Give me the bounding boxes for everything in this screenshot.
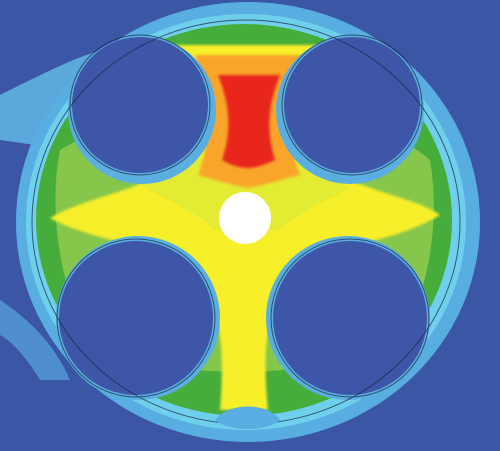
bottom-notch (215, 406, 280, 429)
center-hole (219, 192, 271, 244)
left-lower-tongue (0, 300, 70, 380)
hole-top-right (276, 36, 424, 184)
hole-bottom-left (56, 236, 220, 400)
hole-top-left (68, 36, 216, 184)
hole-bottom-right (266, 236, 430, 400)
red-hot-region (218, 75, 280, 168)
